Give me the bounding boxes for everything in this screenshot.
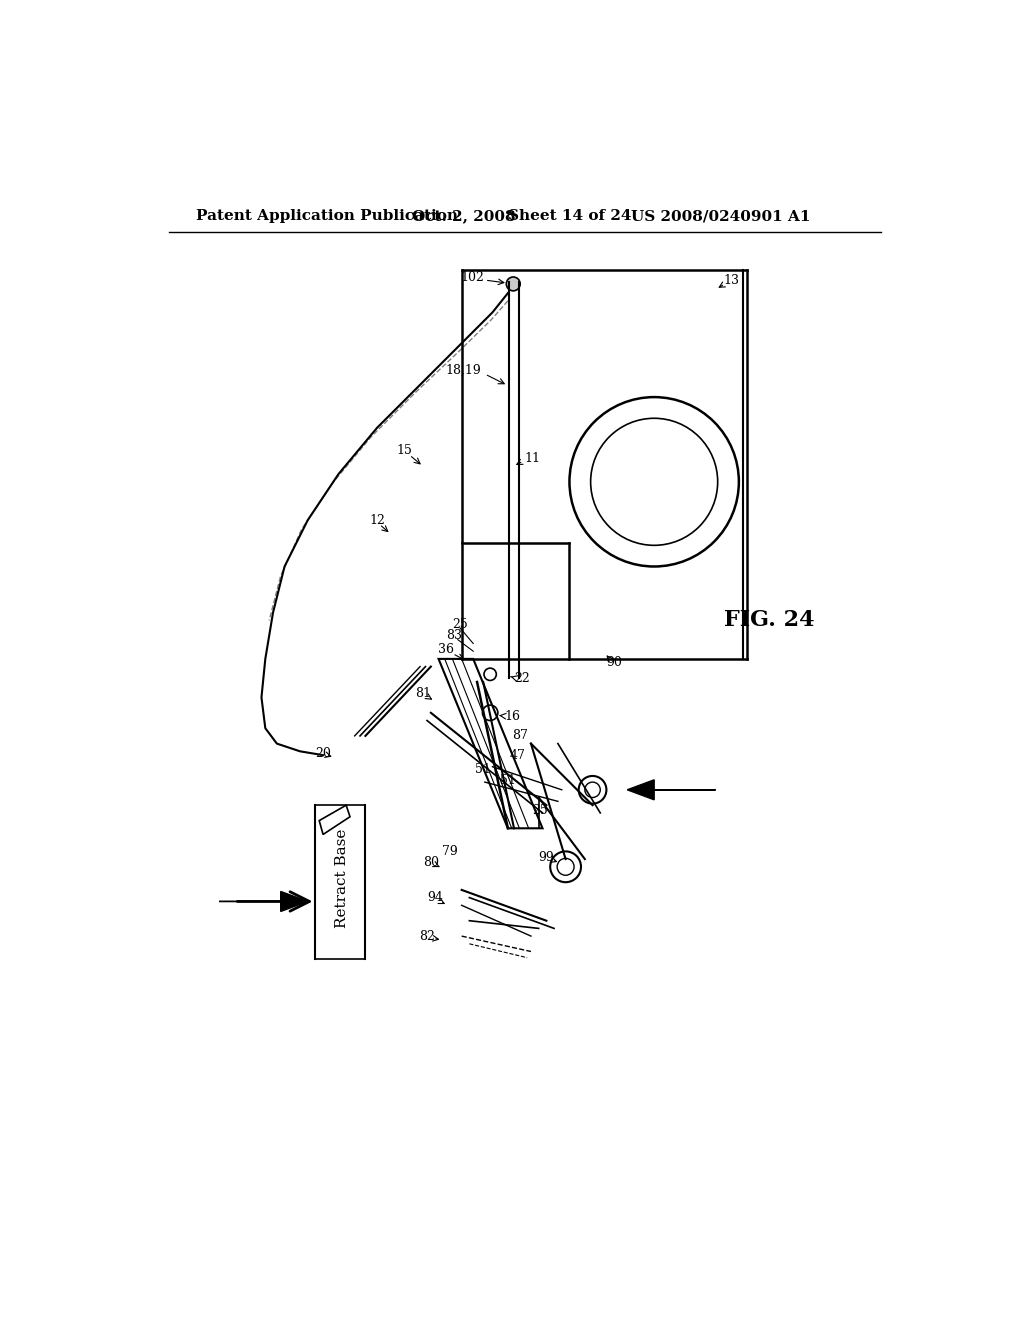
Text: 20: 20 [315,747,331,760]
Text: 82: 82 [419,929,435,942]
Text: 102: 102 [461,271,484,284]
Text: 36: 36 [438,643,455,656]
Text: FIG. 24: FIG. 24 [724,610,815,631]
Text: 25: 25 [453,618,468,631]
Text: 51: 51 [475,763,490,776]
Text: Sheet 14 of 24: Sheet 14 of 24 [508,209,632,223]
Text: US 2008/0240901 A1: US 2008/0240901 A1 [631,209,811,223]
Text: 16: 16 [504,710,520,723]
Text: 79: 79 [442,845,458,858]
Polygon shape [628,780,716,800]
Text: 80: 80 [423,857,439,870]
Text: Oct. 2, 2008: Oct. 2, 2008 [412,209,515,223]
Text: 90: 90 [606,656,622,669]
Polygon shape [219,891,307,911]
Text: 11: 11 [524,453,541,465]
Text: 51: 51 [500,774,516,787]
Text: 81: 81 [415,686,431,700]
Circle shape [506,277,520,290]
Text: 87: 87 [512,730,527,742]
Text: 15: 15 [396,445,412,458]
Text: 22: 22 [514,672,529,685]
Text: 12: 12 [369,513,385,527]
Text: Retract Base: Retract Base [335,829,349,928]
Text: 99: 99 [539,851,554,865]
Text: 13: 13 [723,273,739,286]
Text: Patent Application Publication: Patent Application Publication [196,209,458,223]
Text: 47: 47 [509,748,525,762]
Text: 25: 25 [532,804,548,817]
Text: 83: 83 [446,630,462,643]
Text: 94: 94 [427,891,442,904]
Text: 18,19: 18,19 [445,363,481,376]
